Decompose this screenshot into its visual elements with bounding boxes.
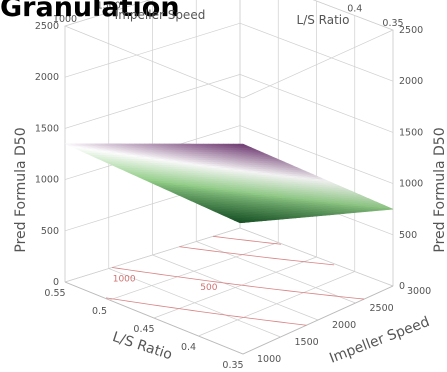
- bottom-impeller-speed-tick: 1000: [257, 354, 281, 365]
- bottom-impeller-speed-tick: 2500: [370, 303, 394, 314]
- contour-label-500: 500: [200, 283, 217, 293]
- contour-line-500: [179, 246, 335, 266]
- z-tick-label-right: 1500: [399, 127, 423, 138]
- axis-labels: 0 0 500 500 1000 1000 1500 1500 2000 2000 2500 2500…: [35, 1, 431, 372]
- contour-label-1000: 1000: [113, 274, 136, 284]
- top-ls-ratio-tick: 0.35: [382, 18, 403, 29]
- bottom-ls-ratio-tick: 0.55: [44, 288, 65, 299]
- z-tick-label-left: 1500: [35, 123, 59, 134]
- top-impeller-speed-tick: 1500: [97, 1, 121, 12]
- z-tick-label-left: 1000: [35, 175, 59, 186]
- z-tick-label-right: 2500: [399, 25, 423, 36]
- response-surface: [64, 143, 394, 224]
- z-tick-label-right: 2000: [399, 76, 423, 87]
- contour-line-1500: [105, 297, 307, 326]
- floor-front-edge: [64, 281, 394, 355]
- z-tick-label-right: 500: [399, 230, 417, 241]
- z-tick-label-right: 0: [399, 281, 405, 292]
- z-tick-label-right: 1000: [399, 179, 423, 190]
- bottom-ls-ratio-tick: 0.35: [222, 360, 243, 371]
- contour-line-250: [213, 235, 282, 245]
- surface-patch: [237, 143, 248, 147]
- bottom-ls-ratio-tick: 0.45: [133, 324, 154, 335]
- chart-title: Granulation: [0, 0, 180, 23]
- floor-grid-line: [152, 254, 319, 321]
- z-tick-label-left: 500: [41, 226, 59, 237]
- top-impeller-speed-tick: 1000: [53, 14, 77, 25]
- bottom-impeller-speed-tick: 3000: [407, 286, 431, 297]
- top-ls-ratio-label: L/S Ratio: [297, 13, 350, 27]
- z-tick-label-left: 2000: [35, 72, 59, 83]
- bottom-impeller-speed-tick: 2000: [332, 320, 356, 331]
- top-impeller-speed-label: Impeller Speed: [115, 8, 206, 22]
- floor-grid-line: [196, 241, 356, 304]
- bottom-ls-ratio-tick: 0.4: [181, 342, 196, 353]
- z-axis-label-left: Pred Formula D50: [13, 127, 29, 252]
- bottom-impeller-speed-tick: 1500: [295, 337, 319, 348]
- z-tick-label-left: 2500: [35, 21, 59, 32]
- grid-line-z: [64, 74, 394, 133]
- floor-grid-line: [239, 227, 394, 287]
- z-tick-label-left: 0: [53, 277, 59, 288]
- floor-grid-line: [198, 271, 355, 337]
- contour-line-1000: [112, 267, 365, 300]
- z-axis-label-right: Pred Formula D50: [432, 127, 447, 252]
- bottom-ls-ratio-tick: 0.5: [92, 306, 107, 317]
- top-ls-ratio-tick: 0.4: [347, 4, 362, 15]
